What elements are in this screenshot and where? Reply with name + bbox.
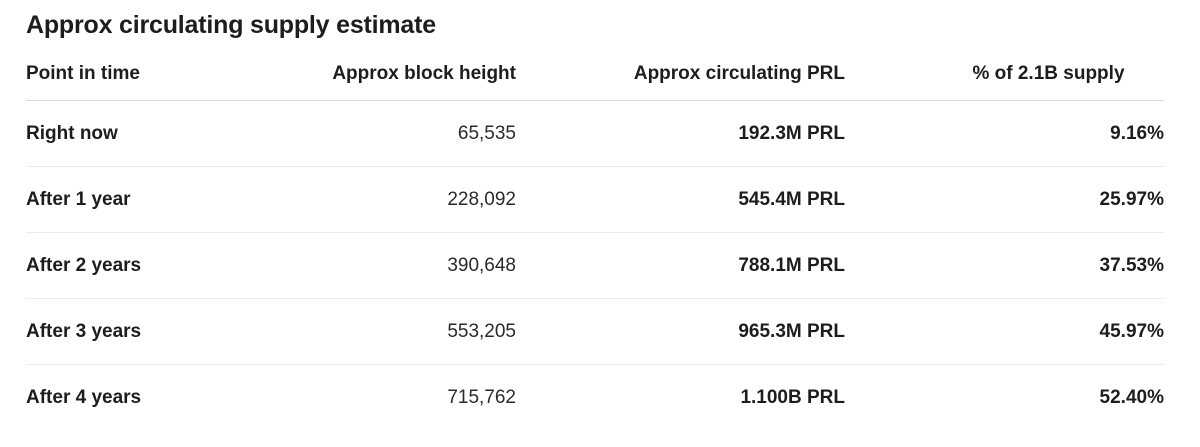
cell-circulating-prl: 1.100B PRL xyxy=(740,386,845,408)
table-header-row: Point in time Approx block height Approx… xyxy=(26,48,1164,101)
cell-circulating-prl: 192.3M PRL xyxy=(516,100,845,167)
cell-point-in-time: After 4 years xyxy=(26,386,142,408)
column-header-circulating-prl: Approx circulating PRL xyxy=(516,48,845,101)
supply-table: Point in time Approx block height Approx… xyxy=(26,48,1164,430)
table-row: After 3 years 553,205 965.3M PRL 45.97% xyxy=(26,298,1164,365)
cell-circulating-prl: 788.1M PRL xyxy=(516,232,845,299)
cell-percent-supply: 9.16% xyxy=(845,100,1164,167)
table-row: After 4 years 715,762 1.100B PRL 52.40% xyxy=(26,365,1164,431)
column-header-percent-supply: % of 2.1B supply xyxy=(845,48,1164,101)
cell-block-height: 65,535 xyxy=(206,100,516,167)
cell-percent-supply: 37.53% xyxy=(845,232,1164,299)
table-row: After 1 year 228,092 545.4M PRL 25.97% xyxy=(26,166,1164,233)
table-row: After 2 years 390,648 788.1M PRL 37.53% xyxy=(26,232,1164,299)
cell-percent-supply: 45.97% xyxy=(845,298,1164,365)
column-header-block-height: Approx block height xyxy=(206,48,516,101)
cell-circulating-prl: 965.3M PRL xyxy=(516,298,845,365)
cell-point-in-time: After 2 years xyxy=(26,232,206,299)
cell-point-in-time: Right now xyxy=(26,100,206,167)
cell-percent-supply: 25.97% xyxy=(845,166,1164,233)
cell-block-height: 715,762 xyxy=(447,386,516,408)
table-row: Right now 65,535 192.3M PRL 9.16% xyxy=(26,100,1164,167)
cell-point-in-time: After 1 year xyxy=(26,166,206,233)
cell-block-height: 553,205 xyxy=(206,298,516,365)
cell-block-height: 228,092 xyxy=(206,166,516,233)
cell-percent-supply: 52.40% xyxy=(1099,386,1164,408)
cell-point-in-time: After 3 years xyxy=(26,298,206,365)
cell-circulating-prl: 545.4M PRL xyxy=(516,166,845,233)
column-header-point-in-time: Point in time xyxy=(26,48,206,101)
page-title: Approx circulating supply estimate xyxy=(26,11,436,39)
cell-block-height: 390,648 xyxy=(206,232,516,299)
